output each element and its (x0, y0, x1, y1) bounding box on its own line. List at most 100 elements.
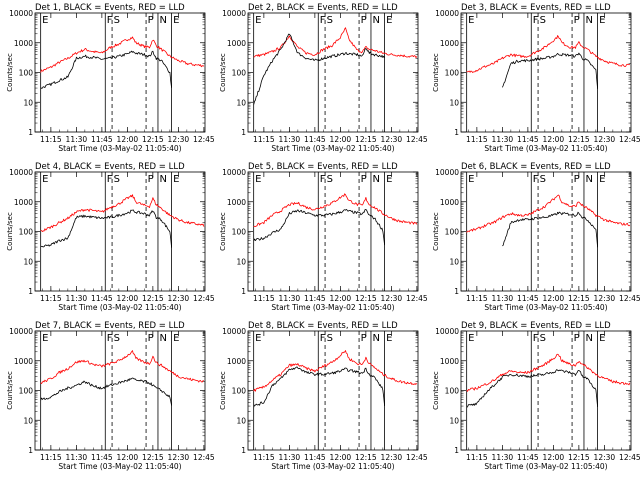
time-marker-letter: E (173, 333, 179, 344)
lld-series-line (253, 193, 418, 228)
axes-frame (34, 171, 206, 292)
time-marker-letter: F (107, 333, 113, 344)
time-marker-letter: N (585, 333, 592, 344)
time-marker-letter: E (468, 15, 474, 26)
axes-frame (247, 330, 419, 451)
events-series-line (40, 377, 172, 406)
time-marker-letter: N (585, 174, 592, 185)
x-tick-label: 11:45 (91, 453, 113, 462)
y-tick-label: 1000 (227, 198, 246, 207)
y-tick-label: 1 (241, 128, 246, 137)
time-marker-letter: P (574, 333, 580, 344)
events-series-line (253, 366, 385, 408)
lld-series-line (466, 194, 631, 233)
y-tick-label: 10000 (222, 168, 246, 177)
x-tick-label: 11:30 (492, 294, 514, 303)
x-tick-label: 11:15 (253, 135, 275, 144)
y-tick-label: 1 (454, 287, 459, 296)
time-marker-letter: S (114, 15, 120, 26)
x-tick-label: 12:15 (568, 135, 590, 144)
x-tick-label: 11:30 (66, 453, 88, 462)
time-marker-letter: S (114, 333, 120, 344)
x-axis-label: Start Time (03-May-02 11:05:40) (484, 303, 607, 312)
time-marker-letter: P (361, 15, 367, 26)
events-series-line (502, 52, 598, 89)
y-tick-label: 1000 (440, 198, 459, 207)
panel-det-3: Det 3, BLACK = Events, RED = LLD 1 10 100 10… (432, 3, 640, 153)
panel-det-5: Det 5, BLACK = Events, RED = LLD 1 10 100 10… (219, 162, 428, 312)
time-marker-letter: S (327, 174, 333, 185)
panel-det-4: Det 4, BLACK = Events, RED = LLD 1 10 100 10… (6, 162, 215, 312)
x-tick-label: 12:15 (568, 294, 590, 303)
x-tick-label: 12:15 (355, 453, 377, 462)
x-tick-label: 11:15 (40, 294, 62, 303)
lld-series-line (40, 36, 205, 73)
y-tick-label: 10 (23, 98, 33, 107)
panel-title: Det 1, BLACK = Events, RED = LLD (35, 3, 185, 13)
time-marker-letter: E (255, 174, 261, 185)
x-tick-label: 11:30 (279, 135, 301, 144)
time-marker-letter: N (159, 174, 166, 185)
time-marker-letter: F (533, 174, 539, 185)
x-tick-label: 11:15 (40, 135, 62, 144)
time-marker-letter: E (255, 15, 261, 26)
axes-frame (460, 12, 632, 133)
time-marker-letter: S (114, 174, 120, 185)
time-marker-letter: P (574, 15, 580, 26)
time-marker-letter: F (533, 15, 539, 26)
y-axis-label: Counts/sec (219, 212, 227, 251)
x-tick-label: 12:00 (543, 294, 565, 303)
panel-det-7: Det 7, BLACK = Events, RED = LLD 1 10 100 10… (6, 321, 215, 471)
events-series-line (40, 209, 172, 248)
x-axis-label: Start Time (03-May-02 11:05:40) (271, 303, 394, 312)
x-tick-label: 11:15 (466, 294, 488, 303)
x-tick-label: 11:30 (66, 135, 88, 144)
time-marker-letter: S (327, 333, 333, 344)
time-marker-letter: E (599, 15, 605, 26)
x-tick-label: 12:45 (406, 135, 428, 144)
y-axis-label: Counts/sec (6, 212, 14, 251)
y-axis-label: Counts/sec (219, 53, 227, 92)
x-tick-label: 12:30 (168, 135, 190, 144)
events-series-line (502, 211, 598, 248)
x-axis-label: Start Time (03-May-02 11:05:40) (58, 303, 181, 312)
x-tick-label: 12:15 (142, 294, 164, 303)
panel-det-1: Det 1, BLACK = Events, RED = LLD 1 10 100 10… (6, 3, 215, 153)
time-marker-letter: P (574, 174, 580, 185)
time-marker-letter: N (585, 15, 592, 26)
time-marker-letter: P (361, 174, 367, 185)
time-marker-letter: N (159, 15, 166, 26)
x-tick-label: 12:15 (142, 453, 164, 462)
y-tick-label: 1000 (14, 39, 33, 48)
y-tick-label: 10000 (222, 9, 246, 18)
lld-series-line (253, 350, 418, 392)
x-tick-label: 12:15 (142, 135, 164, 144)
panel-title: Det 2, BLACK = Events, RED = LLD (248, 3, 398, 13)
y-tick-label: 100 (19, 387, 34, 396)
time-marker-letter: E (42, 15, 48, 26)
time-marker-letter: E (173, 15, 179, 26)
x-tick-label: 11:45 (517, 294, 539, 303)
time-marker-letter: P (148, 333, 154, 344)
x-tick-label: 11:15 (40, 453, 62, 462)
events-series-line (466, 369, 598, 408)
x-tick-label: 11:30 (279, 294, 301, 303)
x-tick-label: 12:00 (543, 135, 565, 144)
y-tick-label: 100 (232, 228, 247, 237)
panel-title: Det 7, BLACK = Events, RED = LLD (35, 321, 185, 331)
y-tick-label: 10000 (9, 327, 33, 336)
axes-frame (247, 12, 419, 133)
time-marker-letter: E (173, 174, 179, 185)
y-tick-label: 1000 (227, 357, 246, 366)
x-tick-label: 11:45 (91, 135, 113, 144)
x-tick-label: 11:15 (253, 453, 275, 462)
y-tick-label: 1 (454, 128, 459, 137)
y-tick-label: 1 (28, 128, 33, 137)
x-tick-label: 11:30 (492, 135, 514, 144)
x-tick-label: 12:15 (355, 135, 377, 144)
y-tick-label: 1000 (227, 39, 246, 48)
time-marker-letter: N (372, 15, 379, 26)
panel-title: Det 9, BLACK = Events, RED = LLD (461, 321, 611, 331)
y-axis-label: Counts/sec (432, 212, 440, 251)
y-tick-label: 1000 (440, 39, 459, 48)
